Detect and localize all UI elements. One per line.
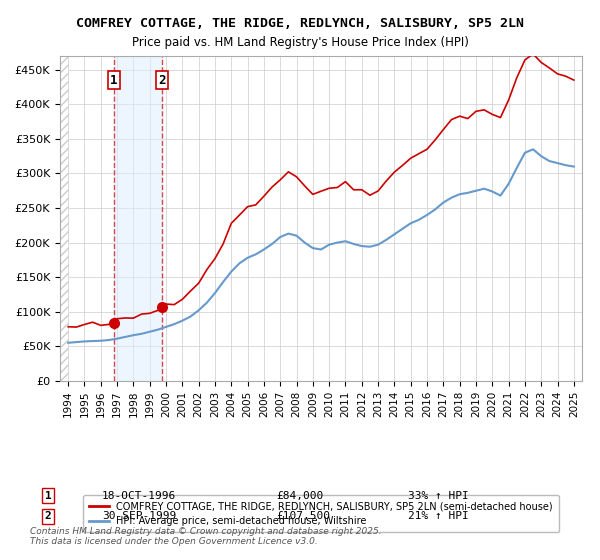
Text: 2: 2 [44,511,52,521]
Text: £107,500: £107,500 [276,511,330,521]
Text: 2: 2 [158,74,166,87]
Text: COMFREY COTTAGE, THE RIDGE, REDLYNCH, SALISBURY, SP5 2LN: COMFREY COTTAGE, THE RIDGE, REDLYNCH, SA… [76,17,524,30]
Legend: COMFREY COTTAGE, THE RIDGE, REDLYNCH, SALISBURY, SP5 2LN (semi-detached house), : COMFREY COTTAGE, THE RIDGE, REDLYNCH, SA… [83,495,559,532]
Text: 30-SEP-1999: 30-SEP-1999 [102,511,176,521]
Text: Contains HM Land Registry data © Crown copyright and database right 2025.
This d: Contains HM Land Registry data © Crown c… [30,526,382,546]
Text: Price paid vs. HM Land Registry's House Price Index (HPI): Price paid vs. HM Land Registry's House … [131,36,469,49]
Text: 18-OCT-1996: 18-OCT-1996 [102,491,176,501]
Bar [60,56,68,381]
Text: 1: 1 [44,491,52,501]
Text: 21% ↑ HPI: 21% ↑ HPI [408,511,469,521]
Text: 33% ↑ HPI: 33% ↑ HPI [408,491,469,501]
Text: 1: 1 [110,74,118,87]
Bar [114,56,162,381]
Text: £84,000: £84,000 [276,491,323,501]
